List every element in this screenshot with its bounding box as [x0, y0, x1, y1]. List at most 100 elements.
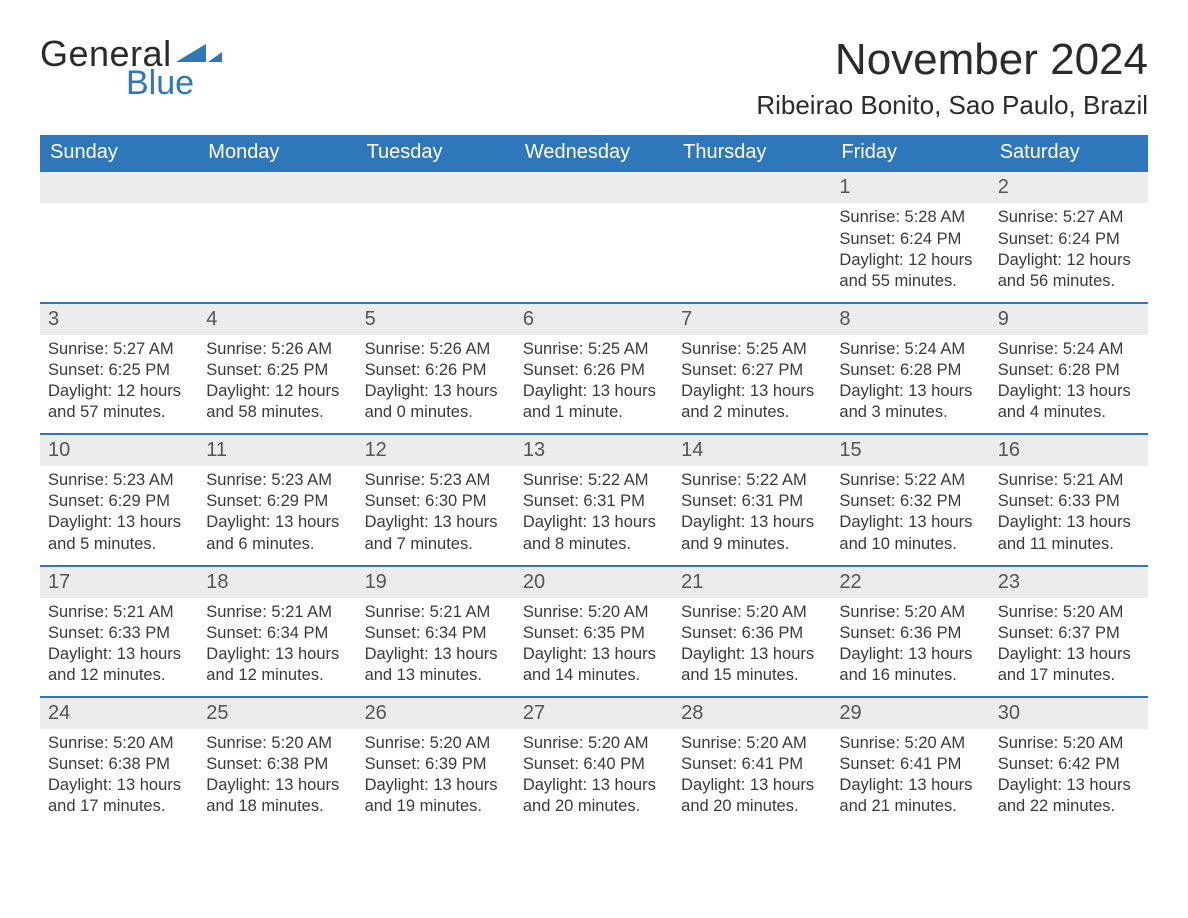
day-number [40, 172, 198, 203]
week-row: 3Sunrise: 5:27 AMSunset: 6:25 PMDaylight… [40, 302, 1148, 433]
daylight-text: Daylight: 13 hours and 22 minutes. [998, 775, 1140, 817]
daylight-text: Daylight: 13 hours and 7 minutes. [365, 512, 507, 554]
daylight-text: Daylight: 13 hours and 3 minutes. [839, 381, 981, 423]
day-number [673, 172, 831, 203]
day-number: 28 [673, 698, 831, 729]
day-cell: 24Sunrise: 5:20 AMSunset: 6:38 PMDayligh… [40, 698, 198, 827]
sunset-text: Sunset: 6:28 PM [839, 360, 981, 381]
daylight-text: Daylight: 13 hours and 20 minutes. [523, 775, 665, 817]
sunrise-text: Sunrise: 5:24 AM [998, 339, 1140, 360]
day-cell [198, 172, 356, 301]
daylight-text: Daylight: 13 hours and 15 minutes. [681, 644, 823, 686]
sunrise-text: Sunrise: 5:23 AM [48, 470, 190, 491]
dow-cell: Friday [831, 135, 989, 172]
day-cell: 25Sunrise: 5:20 AMSunset: 6:38 PMDayligh… [198, 698, 356, 827]
day-number: 15 [831, 435, 989, 466]
day-number: 9 [990, 304, 1148, 335]
day-number: 18 [198, 567, 356, 598]
sunrise-text: Sunrise: 5:20 AM [998, 733, 1140, 754]
daylight-text: Daylight: 13 hours and 13 minutes. [365, 644, 507, 686]
day-number: 22 [831, 567, 989, 598]
sunset-text: Sunset: 6:31 PM [681, 491, 823, 512]
day-cell [357, 172, 515, 301]
dow-cell: Saturday [990, 135, 1148, 172]
day-of-week-header: SundayMondayTuesdayWednesdayThursdayFrid… [40, 135, 1148, 172]
header: General Blue November 2024 Ribeirao Boni… [40, 36, 1148, 121]
brand-word-2: Blue [126, 66, 222, 100]
day-body: Sunrise: 5:22 AMSunset: 6:31 PMDaylight:… [673, 466, 831, 554]
sunrise-text: Sunrise: 5:24 AM [839, 339, 981, 360]
day-number: 6 [515, 304, 673, 335]
sunrise-text: Sunrise: 5:20 AM [206, 733, 348, 754]
sunrise-text: Sunrise: 5:20 AM [523, 733, 665, 754]
day-cell [515, 172, 673, 301]
daylight-text: Daylight: 13 hours and 11 minutes. [998, 512, 1140, 554]
day-body: Sunrise: 5:21 AMSunset: 6:34 PMDaylight:… [357, 598, 515, 686]
day-body: Sunrise: 5:27 AMSunset: 6:25 PMDaylight:… [40, 335, 198, 423]
day-body: Sunrise: 5:20 AMSunset: 6:36 PMDaylight:… [831, 598, 989, 686]
sunset-text: Sunset: 6:36 PM [681, 623, 823, 644]
day-cell: 26Sunrise: 5:20 AMSunset: 6:39 PMDayligh… [357, 698, 515, 827]
day-number: 21 [673, 567, 831, 598]
sunset-text: Sunset: 6:30 PM [365, 491, 507, 512]
sunrise-text: Sunrise: 5:27 AM [48, 339, 190, 360]
day-body: Sunrise: 5:21 AMSunset: 6:33 PMDaylight:… [990, 466, 1148, 554]
sunrise-text: Sunrise: 5:25 AM [523, 339, 665, 360]
week-row: 17Sunrise: 5:21 AMSunset: 6:33 PMDayligh… [40, 565, 1148, 696]
day-body: Sunrise: 5:21 AMSunset: 6:34 PMDaylight:… [198, 598, 356, 686]
daylight-text: Daylight: 13 hours and 4 minutes. [998, 381, 1140, 423]
day-cell: 17Sunrise: 5:21 AMSunset: 6:33 PMDayligh… [40, 567, 198, 696]
day-cell: 29Sunrise: 5:20 AMSunset: 6:41 PMDayligh… [831, 698, 989, 827]
day-cell: 1Sunrise: 5:28 AMSunset: 6:24 PMDaylight… [831, 172, 989, 301]
sunset-text: Sunset: 6:39 PM [365, 754, 507, 775]
day-number: 19 [357, 567, 515, 598]
daylight-text: Daylight: 13 hours and 12 minutes. [48, 644, 190, 686]
day-body: Sunrise: 5:23 AMSunset: 6:29 PMDaylight:… [198, 466, 356, 554]
day-cell: 5Sunrise: 5:26 AMSunset: 6:26 PMDaylight… [357, 304, 515, 433]
day-body: Sunrise: 5:25 AMSunset: 6:26 PMDaylight:… [515, 335, 673, 423]
daylight-text: Daylight: 13 hours and 1 minute. [523, 381, 665, 423]
sunset-text: Sunset: 6:31 PM [523, 491, 665, 512]
daylight-text: Daylight: 12 hours and 55 minutes. [839, 250, 981, 292]
sunrise-text: Sunrise: 5:25 AM [681, 339, 823, 360]
day-cell: 11Sunrise: 5:23 AMSunset: 6:29 PMDayligh… [198, 435, 356, 564]
sunset-text: Sunset: 6:35 PM [523, 623, 665, 644]
dow-cell: Wednesday [515, 135, 673, 172]
sunset-text: Sunset: 6:29 PM [48, 491, 190, 512]
sunrise-text: Sunrise: 5:22 AM [523, 470, 665, 491]
daylight-text: Daylight: 13 hours and 10 minutes. [839, 512, 981, 554]
sunset-text: Sunset: 6:40 PM [523, 754, 665, 775]
day-number: 17 [40, 567, 198, 598]
daylight-text: Daylight: 13 hours and 6 minutes. [206, 512, 348, 554]
day-number: 30 [990, 698, 1148, 729]
sunrise-text: Sunrise: 5:20 AM [523, 602, 665, 623]
sunrise-text: Sunrise: 5:20 AM [365, 733, 507, 754]
sunrise-text: Sunrise: 5:21 AM [998, 470, 1140, 491]
day-cell: 9Sunrise: 5:24 AMSunset: 6:28 PMDaylight… [990, 304, 1148, 433]
day-cell: 14Sunrise: 5:22 AMSunset: 6:31 PMDayligh… [673, 435, 831, 564]
day-cell: 20Sunrise: 5:20 AMSunset: 6:35 PMDayligh… [515, 567, 673, 696]
day-body: Sunrise: 5:20 AMSunset: 6:37 PMDaylight:… [990, 598, 1148, 686]
sunset-text: Sunset: 6:38 PM [206, 754, 348, 775]
sunrise-text: Sunrise: 5:26 AM [365, 339, 507, 360]
day-body: Sunrise: 5:24 AMSunset: 6:28 PMDaylight:… [990, 335, 1148, 423]
dow-cell: Tuesday [357, 135, 515, 172]
sunrise-text: Sunrise: 5:20 AM [681, 733, 823, 754]
daylight-text: Daylight: 13 hours and 19 minutes. [365, 775, 507, 817]
daylight-text: Daylight: 13 hours and 0 minutes. [365, 381, 507, 423]
day-cell: 28Sunrise: 5:20 AMSunset: 6:41 PMDayligh… [673, 698, 831, 827]
day-number: 8 [831, 304, 989, 335]
daylight-text: Daylight: 13 hours and 18 minutes. [206, 775, 348, 817]
day-body: Sunrise: 5:21 AMSunset: 6:33 PMDaylight:… [40, 598, 198, 686]
day-body: Sunrise: 5:20 AMSunset: 6:39 PMDaylight:… [357, 729, 515, 817]
day-number: 29 [831, 698, 989, 729]
day-number: 26 [357, 698, 515, 729]
calendar-grid: SundayMondayTuesdayWednesdayThursdayFrid… [40, 135, 1148, 827]
sunrise-text: Sunrise: 5:20 AM [839, 602, 981, 623]
day-cell: 16Sunrise: 5:21 AMSunset: 6:33 PMDayligh… [990, 435, 1148, 564]
day-body: Sunrise: 5:20 AMSunset: 6:41 PMDaylight:… [673, 729, 831, 817]
sunrise-text: Sunrise: 5:23 AM [206, 470, 348, 491]
calendar-page: General Blue November 2024 Ribeirao Boni… [0, 0, 1188, 868]
sunset-text: Sunset: 6:25 PM [48, 360, 190, 381]
day-body: Sunrise: 5:20 AMSunset: 6:41 PMDaylight:… [831, 729, 989, 817]
